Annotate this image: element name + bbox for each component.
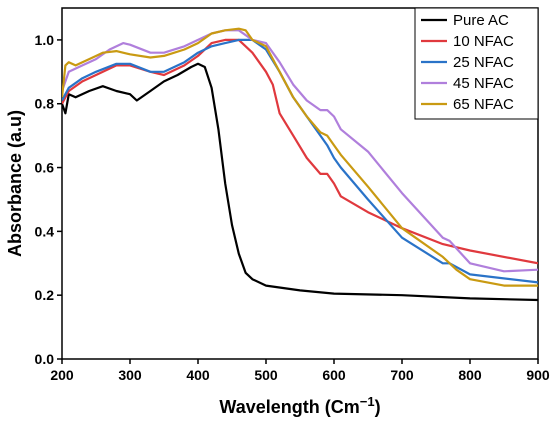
x-tick-label: 700 [390, 367, 414, 383]
x-axis-title-sup: −1 [360, 394, 375, 409]
y-tick-label: 1.0 [35, 32, 55, 48]
x-tick-label: 300 [118, 367, 142, 383]
x-tick-label: 900 [526, 367, 550, 383]
series-line-4 [62, 27, 538, 287]
y-tick-label: 0.6 [35, 160, 55, 176]
x-tick-label: 800 [458, 367, 482, 383]
y-tick-label: 0.0 [35, 351, 55, 367]
axes: 200 300 400 500 600 700 800 900 0.0 0.2 0.4 0.6 0.8 1… [35, 7, 550, 383]
legend: Pure AC 10 NFAC 25 NFAC 45 NFAC 65 NFAC [414, 7, 539, 120]
series-line-2 [62, 38, 538, 284]
x-tick-label: 200 [50, 367, 74, 383]
x-tick-label: 600 [322, 367, 346, 383]
series-line-0 [62, 62, 538, 302]
legend-label: 25 NFAC [453, 54, 514, 71]
plot-frame [61, 7, 539, 360]
y-tick-label: 0.2 [35, 287, 55, 303]
x-tick-label: 400 [186, 367, 210, 383]
legend-label: 10 NFAC [453, 33, 514, 50]
series-lines [62, 27, 538, 302]
series-line-1 [62, 38, 538, 265]
y-tick-label: 0.4 [35, 223, 55, 239]
x-axis-title-main: Wavelength (Cm [219, 397, 359, 417]
legend-label: 65 NFAC [453, 96, 514, 113]
y-axis-title: Absorbance (a.u) [5, 110, 25, 257]
series-line-3 [62, 29, 538, 273]
x-axis-title: Wavelength (Cm−1) [219, 394, 380, 417]
y-tick-label: 0.8 [35, 96, 55, 112]
legend-label: Pure AC [453, 12, 509, 29]
x-tick-label: 500 [254, 367, 278, 383]
legend-label: 45 NFAC [453, 75, 514, 92]
x-axis-title-close: ) [375, 397, 381, 417]
legend-box [414, 7, 539, 120]
